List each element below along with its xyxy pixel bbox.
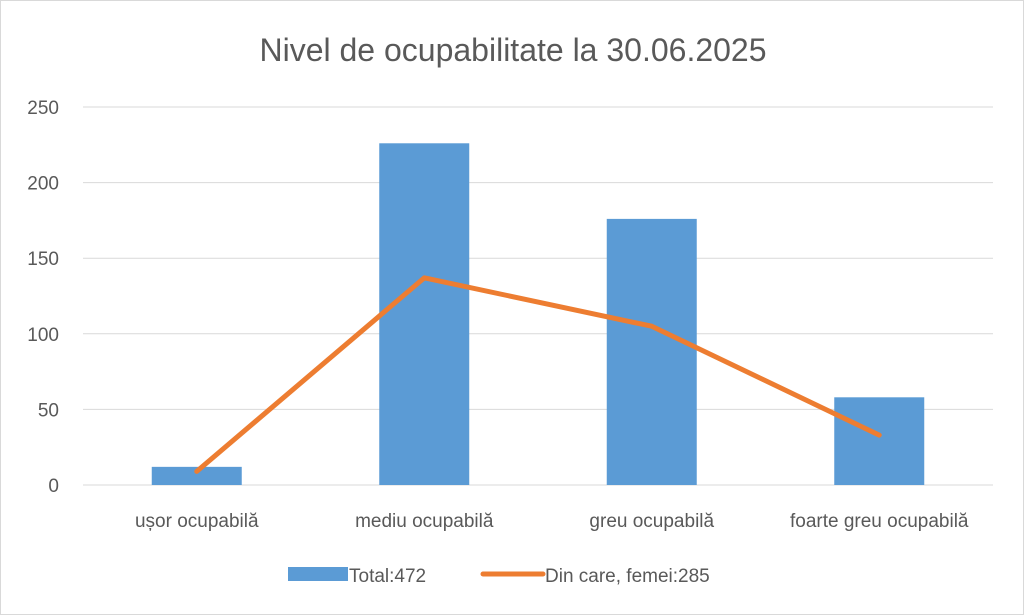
y-tick-label: 200 (27, 174, 59, 195)
bar-4 (834, 397, 925, 485)
legend-label-total: Total:472 (349, 566, 426, 587)
y-tick-label: 150 (27, 249, 59, 270)
bar-3 (606, 218, 697, 485)
bar-1 (151, 466, 242, 485)
line-series (194, 275, 882, 474)
chart-title: Nivel de ocupabilitate la 30.06.2025 (259, 32, 766, 68)
x-category-label: foarte greu ocupabilă (790, 511, 969, 532)
line-women (194, 275, 882, 474)
x-axis-categories: ușor ocupabilă mediu ocupabilă greu ocupab… (135, 511, 969, 532)
y-tick-label: 50 (38, 400, 59, 421)
x-category-label: greu ocupabilă (589, 511, 714, 532)
legend-swatch-total (288, 567, 348, 581)
x-category-label: ușor ocupabilă (135, 511, 259, 532)
bar-series (151, 143, 925, 485)
y-tick-label: 100 (27, 325, 59, 346)
y-tick-label: 250 (27, 98, 59, 119)
y-axis-ticks: 0 50 100 150 200 250 (27, 98, 59, 497)
legend-label-women: Din care, femei:285 (545, 566, 710, 587)
x-category-label: mediu ocupabilă (355, 511, 494, 532)
bar-2 (379, 143, 470, 485)
legend: Total:472 Din care, femei:285 (288, 566, 710, 587)
y-tick-label: 0 (48, 476, 59, 497)
